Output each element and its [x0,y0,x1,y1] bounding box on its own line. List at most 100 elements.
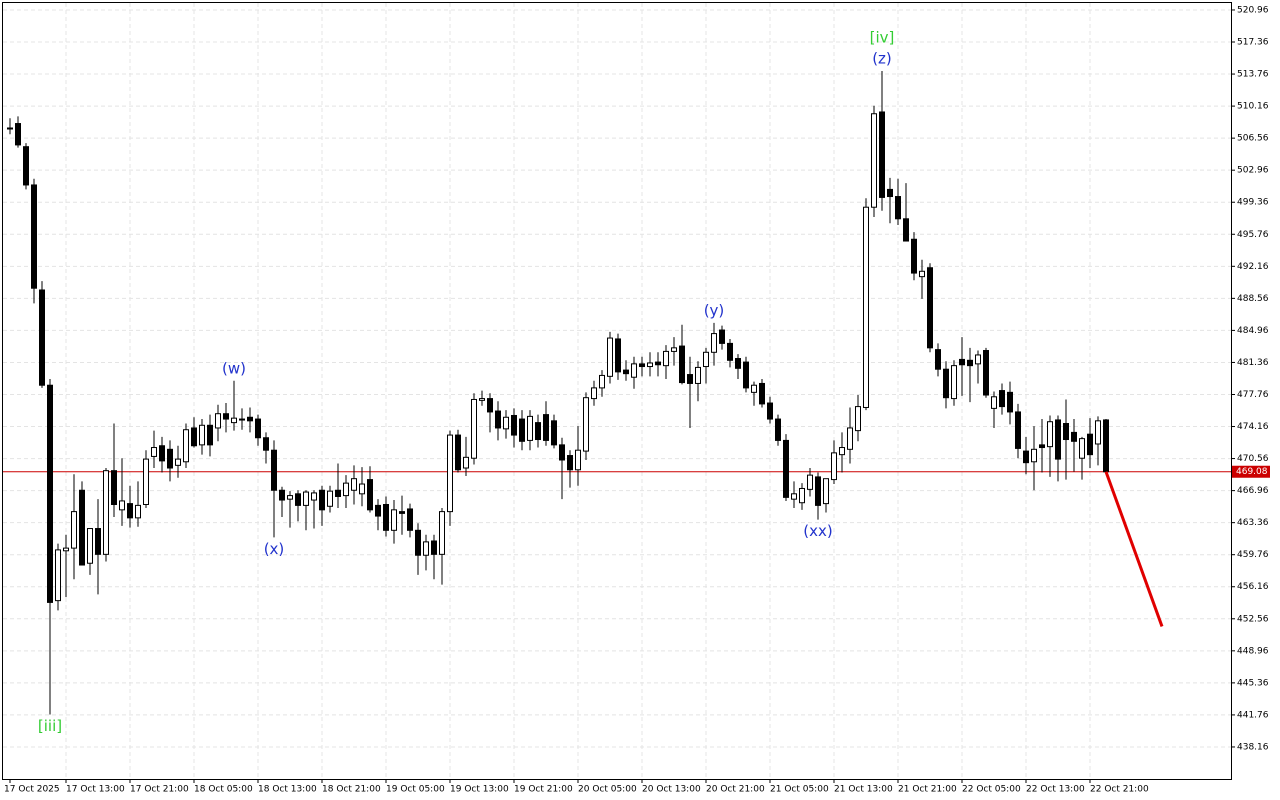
candle-body [847,427,853,450]
candle-body [623,369,629,375]
candle-body [567,455,573,471]
candle-body [207,424,213,446]
candle-body [1047,421,1053,448]
candle-body [887,188,893,198]
candle-body [1071,431,1077,442]
candle-body [775,418,781,441]
candle-body [183,429,189,463]
candle-body [295,493,301,506]
candle-body [919,270,925,278]
candle-body [383,503,389,531]
candle-body [759,382,765,405]
candle-body [87,528,93,564]
forecast-line [1104,471,1164,627]
candle-body [431,540,437,555]
candle-body [311,492,317,501]
candle-body [1055,419,1061,460]
candle-body [191,427,197,447]
candle-body [839,447,845,456]
candle-body [63,547,69,552]
candle-body [911,238,917,274]
candle-body [503,416,509,430]
candle-body [159,445,165,462]
candle-body [791,493,797,500]
candle-body [695,366,701,384]
candle-body [407,508,413,531]
candle-body [831,452,837,481]
candle-body [679,345,685,384]
candle-body [1007,391,1013,413]
candle-body [735,358,741,369]
candle-body [31,184,37,289]
candle-body [23,146,29,186]
candle-body [447,434,453,513]
candle-body [103,470,109,555]
candle-body [151,447,157,457]
candle-body [1103,419,1109,473]
candle-body [79,489,85,566]
x-tick-label: 22 Oct 05:00 [962,785,1021,795]
candle-body [575,449,581,471]
candle-body [807,474,813,490]
candle-body [1063,423,1069,441]
candle-body [855,406,861,432]
candle-body [423,541,429,556]
wave-label: (y) [704,301,725,319]
candle-body [559,444,565,461]
candle-body [231,417,237,424]
candle-body [479,398,485,401]
candle-body [527,415,533,441]
candle-body [1023,450,1029,464]
y-tick-label: 506.56 [1237,134,1269,144]
candle-body [111,470,117,505]
y-tick-label: 513.76 [1237,70,1269,80]
candle-body [175,458,181,466]
candle-body [119,500,125,511]
y-tick-label: 499.36 [1237,198,1269,208]
candle-body [327,490,333,507]
candle-body [631,363,637,378]
candle-body [391,509,397,531]
candle-body [815,476,821,506]
candle-body [951,365,957,400]
candle-body [863,206,869,408]
candle-body [687,374,693,384]
y-tick-label: 463.36 [1237,518,1269,528]
candle-body [39,289,45,386]
x-tick-label: 20 Oct 21:00 [706,785,765,795]
candle-body [255,418,261,439]
candle-body [1095,420,1101,445]
candle-body [279,489,285,501]
x-tick-label: 22 Oct 21:00 [1090,785,1149,795]
wave-label: [iv] [870,29,895,47]
candle-body [199,424,205,446]
y-tick-label: 445.36 [1237,678,1269,688]
candle-body [167,448,173,469]
y-tick-label: 459.76 [1237,550,1269,560]
candle-body [783,439,789,498]
candle-body [927,267,933,349]
candle-body [143,458,149,505]
y-tick-label: 470.56 [1237,454,1269,464]
candle-body [943,368,949,399]
y-tick-label: 452.56 [1237,614,1269,624]
y-tick-label: 474.16 [1237,422,1269,432]
x-tick-label: 18 Oct 13:00 [258,785,317,795]
candle-body [223,413,229,420]
candle-body [991,396,997,409]
candle-body [719,329,725,344]
candle-body [375,504,381,517]
y-tick-label: 484.96 [1237,326,1269,336]
candle-body [999,390,1005,408]
y-tick-label: 520.96 [1237,5,1269,15]
candle-body [519,418,525,442]
candle-body [463,456,469,469]
candle-body [751,384,757,393]
candle-body [455,434,461,471]
candle-body [335,489,341,497]
candle-body [615,338,621,373]
candle-body [55,549,61,602]
candle-body [127,503,133,519]
price-label-bg [1232,465,1270,478]
candle-body [303,491,309,506]
